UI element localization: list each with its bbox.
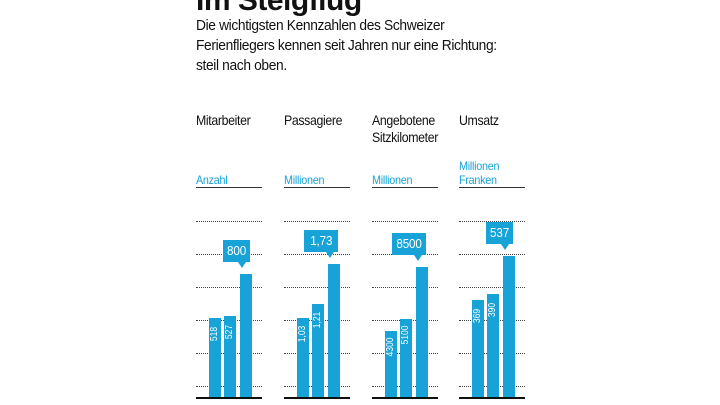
- gridline: [196, 221, 262, 222]
- bar: [312, 304, 324, 397]
- unit-underline: [196, 187, 262, 188]
- value-callout: 800: [223, 240, 250, 263]
- value-callout: 1,73: [304, 230, 338, 253]
- chart-panel: Passagiere Millionen 1,03 1,21 1,73: [284, 0, 350, 405]
- chart-unit: Millionen: [372, 173, 453, 187]
- baseline: [372, 397, 438, 399]
- chart-unit-line: Millionen: [284, 173, 325, 187]
- chart-heading-line: Mitarbeiter: [196, 112, 251, 128]
- gridline: [284, 221, 350, 222]
- chart-title: Im Steigflug: [196, 0, 362, 17]
- callout-pointer: [501, 243, 509, 250]
- gridline: [459, 254, 525, 255]
- unit-underline: [372, 187, 438, 188]
- bar-value-text: 1,03: [297, 325, 308, 343]
- bar: [209, 317, 221, 397]
- bar: [385, 331, 397, 397]
- chart-heading-line: Passagiere: [284, 112, 343, 128]
- chart-subtitle: Die wichtigsten Kennzahlen des Schweizer…: [196, 16, 656, 76]
- callout-text: 8500: [396, 235, 422, 251]
- chart-heading: Passagiere: [284, 112, 390, 129]
- bar: [328, 264, 340, 397]
- baseline: [459, 397, 525, 399]
- chart-unit-line: Franken: [459, 173, 497, 187]
- chart-panel: Angebotene Sitzkilometer Millionen 4300 5100…: [372, 0, 438, 405]
- baseline: [196, 397, 262, 399]
- callout-text: 1,73: [309, 233, 333, 249]
- bar-value-text: 390: [487, 303, 498, 318]
- unit-underline: [459, 187, 525, 188]
- bar: [487, 294, 499, 397]
- chart-unit-line: Millionen: [459, 159, 500, 173]
- gridline: [196, 287, 262, 288]
- chart-unit-line: Millionen: [372, 173, 413, 187]
- bar-value-text: 5100: [400, 325, 411, 345]
- bar: [503, 255, 515, 397]
- chart-unit: Millionen: [284, 173, 365, 187]
- gridline: [284, 254, 350, 255]
- bar: [416, 266, 428, 397]
- bar: [400, 318, 412, 397]
- chart-unit-line: Anzahl: [196, 173, 228, 187]
- unit-underline: [284, 187, 350, 188]
- chart-panel: Umsatz Millionen Franken 369 390 537: [459, 0, 525, 405]
- bar-value-text: 369: [472, 308, 483, 324]
- bar: [240, 274, 252, 397]
- chart-heading-line: Umsatz: [459, 112, 499, 128]
- value-callout: 537: [486, 221, 513, 244]
- bar-value-text: 518: [209, 326, 220, 341]
- chart-heading: Umsatz: [459, 112, 565, 129]
- gridline: [372, 287, 438, 288]
- chart-heading: Angebotene Sitzkilometer: [372, 112, 478, 146]
- bar: [472, 300, 484, 397]
- chart-heading-line: Angebotene: [372, 112, 435, 128]
- bar: [224, 316, 236, 397]
- gridline: [284, 287, 350, 288]
- bar-value-text: 527: [224, 325, 235, 340]
- bar-value-text: 1,21: [312, 311, 323, 329]
- gridline: [459, 287, 525, 288]
- baseline: [284, 397, 350, 399]
- subtitle-line-1: Die wichtigsten Kennzahlen des Schweizer: [196, 17, 445, 34]
- chart-panel: Mitarbeiter Anzahl 518 527 800: [196, 0, 262, 405]
- subtitle-line-3: steil nach oben.: [196, 57, 287, 74]
- chart-unit: Millionen Franken: [459, 159, 540, 187]
- gridline: [372, 221, 438, 222]
- callout-pointer: [238, 262, 246, 269]
- bar-value-text: 4300: [385, 337, 396, 357]
- callout-pointer: [326, 252, 334, 259]
- callout-pointer: [414, 254, 422, 261]
- chart-unit: Anzahl: [196, 173, 277, 187]
- chart-heading: Mitarbeiter: [196, 112, 302, 129]
- value-callout: 8500: [392, 232, 426, 255]
- subtitle-line-2: Ferienfliegers kennen seit Jahren nur ei…: [196, 37, 497, 54]
- gridline: [459, 221, 525, 222]
- callout-text: 800: [227, 243, 246, 259]
- chart-heading-line: Sitzkilometer: [372, 129, 438, 145]
- callout-text: 537: [490, 224, 509, 240]
- bar: [297, 318, 309, 397]
